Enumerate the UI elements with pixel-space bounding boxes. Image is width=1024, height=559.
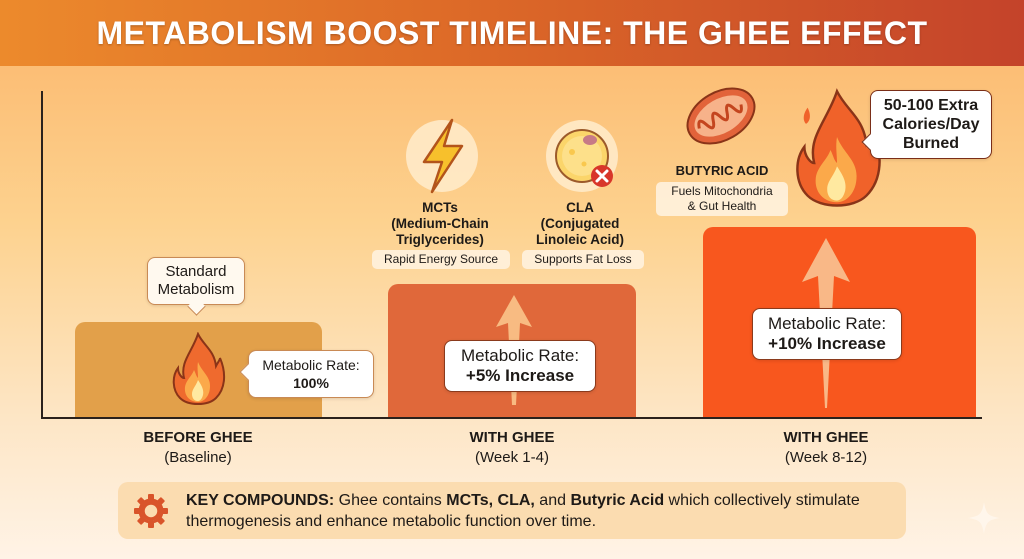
cla-benefit-tag: Supports Fat Loss bbox=[522, 250, 644, 269]
mct-benefit-tag: Rapid Energy Source bbox=[372, 250, 510, 269]
rate-value: +10% Increase bbox=[768, 334, 886, 353]
fire-icon bbox=[172, 332, 226, 405]
benefit-text: Supports Fat Loss bbox=[534, 252, 632, 266]
butyric-acid-label: BUTYRIC ACID bbox=[660, 163, 784, 179]
rate-value: 100% bbox=[293, 375, 329, 391]
footer-text-2: and bbox=[534, 492, 571, 509]
compound-full: (Medium-Chain bbox=[391, 216, 489, 231]
y-axis bbox=[41, 91, 43, 419]
footer-text-3: which collectively stimulate thermogenes… bbox=[186, 492, 860, 530]
x-label-baseline: BEFORE GHEE (Baseline) bbox=[108, 428, 288, 468]
fat-cell-icon bbox=[555, 129, 613, 187]
compound-name: MCTs bbox=[422, 200, 458, 215]
rate-label: Metabolic Rate: bbox=[460, 346, 580, 365]
x-label-sub: (Week 1-4) bbox=[475, 449, 549, 466]
x-label-main: WITH GHEE bbox=[469, 429, 555, 446]
compound-full-2: Linoleic Acid) bbox=[535, 232, 624, 247]
standard-metabolism-callout: Standard Metabolism bbox=[147, 257, 245, 305]
gear-icon bbox=[134, 494, 168, 528]
rate-callout-week-1-4: Metabolic Rate: +5% Increase bbox=[444, 340, 596, 392]
compound-name: BUTYRIC ACID bbox=[675, 163, 769, 178]
page-title: METABOLISM BOOST TIMELINE: THE GHEE EFFE… bbox=[96, 14, 928, 51]
rate-value: +5% Increase bbox=[465, 366, 575, 385]
rate-label: Metabolic Rate: bbox=[767, 314, 887, 333]
callout-text: Standard Metabolism bbox=[157, 263, 235, 298]
compound-full-2: Triglycerides) bbox=[396, 232, 484, 247]
benefit-text-2: & Gut Health bbox=[687, 199, 757, 213]
footer-bold-2: Butyric Acid bbox=[570, 492, 665, 509]
x-label-main: WITH GHEE bbox=[783, 429, 869, 446]
title-bar: METABOLISM BOOST TIMELINE: THE GHEE EFFE… bbox=[0, 0, 1024, 66]
x-label-sub: (Baseline) bbox=[164, 449, 232, 466]
footer-bold-1: MCTs, CLA, bbox=[446, 492, 535, 509]
x-label-main: BEFORE GHEE bbox=[143, 429, 253, 446]
cla-label: CLA (Conjugated Linoleic Acid) bbox=[515, 200, 645, 248]
x-axis bbox=[41, 417, 982, 419]
calories-callout: 50-100 Extra Calories/Day Burned bbox=[870, 90, 992, 159]
key-compounds-box bbox=[118, 482, 906, 539]
calories-line-1: 50-100 Extra bbox=[883, 97, 979, 114]
x-label-week-1-4: WITH GHEE (Week 1-4) bbox=[422, 428, 602, 468]
footer-label: KEY COMPOUNDS: bbox=[186, 492, 335, 509]
benefit-text: Rapid Energy Source bbox=[383, 252, 499, 266]
compound-full: (Conjugated bbox=[540, 216, 620, 231]
mitochondria-icon bbox=[686, 87, 756, 145]
butyric-benefit-tag: Fuels Mitochondria & Gut Health bbox=[656, 182, 788, 216]
rate-label: Metabolic Rate: bbox=[262, 357, 360, 373]
lightning-icon bbox=[422, 118, 464, 194]
x-label-week-8-12: WITH GHEE (Week 8-12) bbox=[736, 428, 916, 468]
calories-line-3: Burned bbox=[903, 135, 959, 152]
key-compounds-text: KEY COMPOUNDS: Ghee contains MCTs, CLA, … bbox=[186, 490, 906, 532]
calories-line-2: Calories/Day bbox=[882, 116, 980, 133]
mct-label: MCTs (Medium-Chain Triglycerides) bbox=[370, 200, 510, 248]
rate-callout-week-8-12: Metabolic Rate: +10% Increase bbox=[752, 308, 902, 360]
rate-callout-baseline: Metabolic Rate: 100% bbox=[248, 350, 374, 398]
benefit-text: Fuels Mitochondria bbox=[671, 184, 773, 198]
sparkle-icon bbox=[968, 502, 1000, 534]
footer-text-1: Ghee contains bbox=[334, 492, 447, 509]
compound-name: CLA bbox=[566, 200, 594, 215]
x-label-sub: (Week 8-12) bbox=[784, 449, 868, 466]
